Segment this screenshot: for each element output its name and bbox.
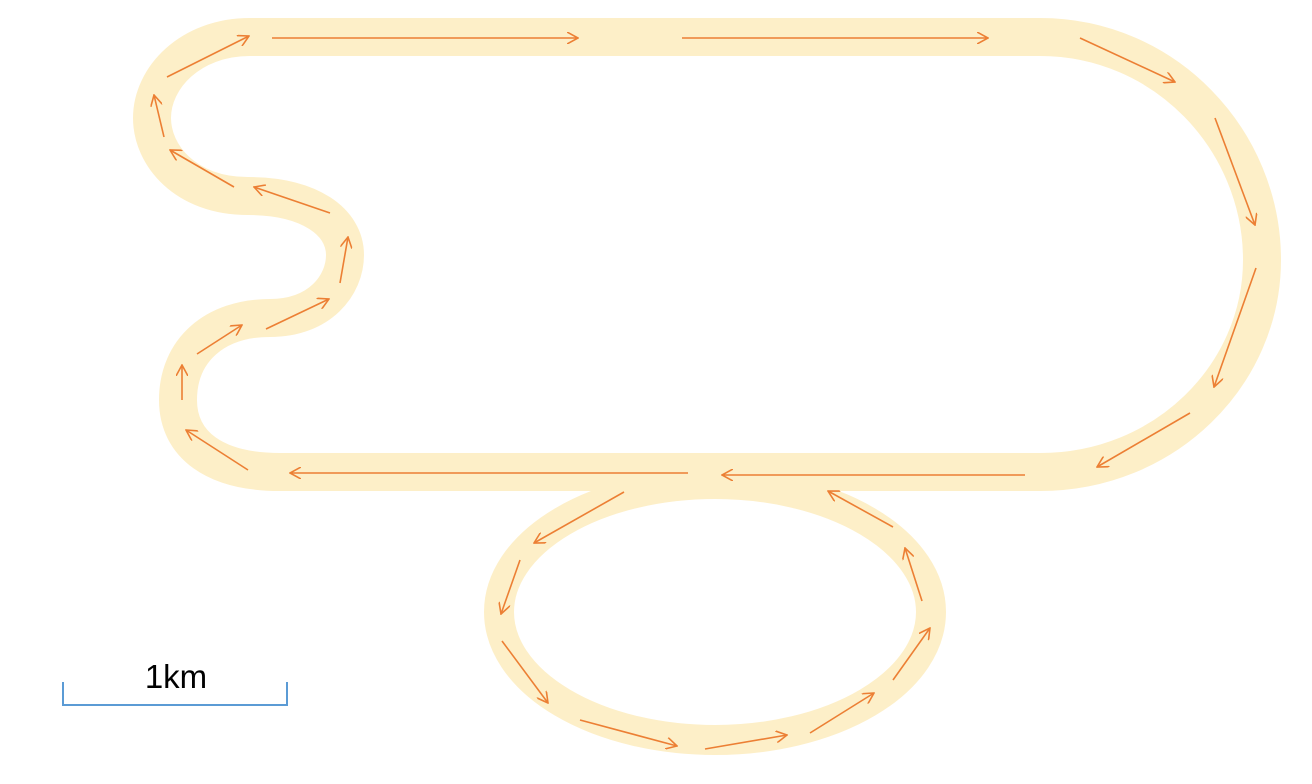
arrow-icon (501, 640, 548, 703)
lower-loop-track (484, 469, 946, 755)
arrow-icon (1214, 117, 1255, 225)
arrow-icon (579, 719, 677, 746)
direction-arrows (154, 36, 1257, 750)
arrow-icon (186, 430, 249, 471)
arrow-icon (154, 95, 165, 138)
arrow-icon (828, 491, 894, 528)
arrow-icon (905, 548, 923, 602)
arrow-icon (1079, 37, 1175, 82)
main-circuit-track (133, 18, 1281, 491)
arrow-icon (166, 36, 249, 78)
arrow-icon (1097, 412, 1191, 467)
arrow-icon (1214, 267, 1257, 387)
arrow-icon (892, 628, 930, 681)
arrow-icon (501, 559, 521, 614)
arrow-icon (704, 735, 787, 750)
arrow-icon (809, 693, 874, 734)
scale-line (62, 682, 288, 706)
arrow-icon (265, 299, 329, 330)
arrow-icon (534, 491, 625, 543)
scale-bar: 1km (62, 656, 290, 708)
arrow-icon (196, 325, 242, 355)
arrow-icon (170, 150, 235, 188)
arrow-icon (254, 187, 331, 214)
arrow-icon (339, 237, 348, 284)
scale-label: 1km (144, 658, 208, 695)
